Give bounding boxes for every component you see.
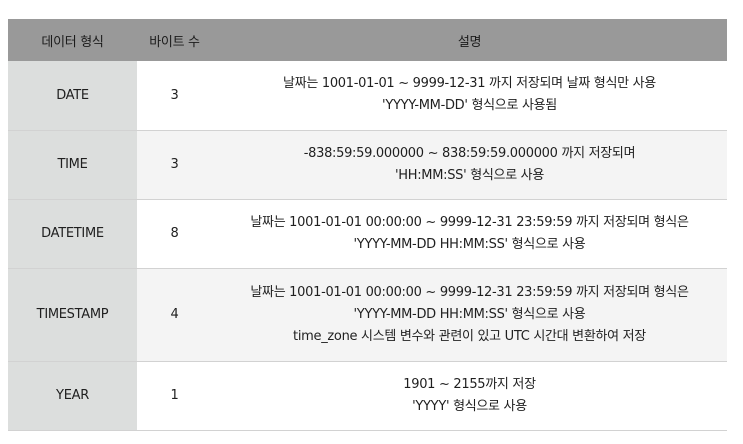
bytes-cell: 3	[137, 130, 212, 200]
table-header: 데이터 형식 바이트 수 설명	[8, 19, 727, 61]
header-description: 설명	[212, 19, 727, 61]
table-body: DATE 3 날짜는 1001-01-01 ~ 9999-12-31 까지 저장…	[8, 61, 727, 431]
table-row: DATE 3 날짜는 1001-01-01 ~ 9999-12-31 까지 저장…	[8, 61, 727, 131]
description-line: 날짜는 1001-01-01 00:00:00 ~ 9999-12-31 23:…	[250, 284, 689, 300]
description-line: 날짜는 1001-01-01 00:00:00 ~ 9999-12-31 23:…	[250, 214, 689, 230]
description-line: 'HH:MM:SS' 형식으로 사용	[394, 167, 545, 183]
bytes-cell: 8	[137, 199, 212, 269]
header-bytes: 바이트 수	[137, 19, 212, 61]
description-cell: 날짜는 1001-01-01 00:00:00 ~ 9999-12-31 23:…	[212, 199, 727, 269]
description-cell: 날짜는 1001-01-01 ~ 9999-12-31 까지 저장되며 날짜 형…	[212, 61, 727, 131]
description-line: 'YYYY-MM-DD' 형식으로 사용됨	[382, 98, 557, 114]
description-line: 'YYYY-MM-DD HH:MM:SS' 형식으로 사용	[353, 306, 586, 322]
description-line: 'YYYY' 형식으로 사용	[412, 398, 527, 414]
type-cell: TIMESTAMP	[8, 268, 137, 362]
table-row: DATETIME 8 날짜는 1001-01-01 00:00:00 ~ 999…	[8, 199, 727, 269]
table-row: TIME 3 -838:59:59.000000 ~ 838:59:59.000…	[8, 130, 727, 200]
description-cell: 날짜는 1001-01-01 00:00:00 ~ 9999-12-31 23:…	[212, 268, 727, 362]
type-cell: TIME	[8, 130, 137, 200]
bytes-cell: 3	[137, 61, 212, 131]
description-line: 1901 ~ 2155까지 저장	[403, 376, 536, 392]
table-row: TIMESTAMP 4 날짜는 1001-01-01 00:00:00 ~ 99…	[8, 268, 727, 362]
type-cell: DATE	[8, 61, 137, 131]
type-cell: DATETIME	[8, 199, 137, 269]
description-line: time_zone 시스템 변수와 관련이 있고 UTC 시간대 변환하여 저장	[293, 328, 646, 344]
bytes-cell: 4	[137, 268, 212, 362]
description-line: 'YYYY-MM-DD HH:MM:SS' 형식으로 사용	[353, 236, 586, 252]
table-row: YEAR 1 1901 ~ 2155까지 저장 'YYYY' 형식으로 사용	[8, 361, 727, 431]
description-cell: -838:59:59.000000 ~ 838:59:59.000000 까지 …	[212, 130, 727, 200]
description-line: 날짜는 1001-01-01 ~ 9999-12-31 까지 저장되며 날짜 형…	[283, 76, 656, 92]
date-time-types-table: 데이터 형식 바이트 수 설명 DATE 3 날짜는 1001-01-01 ~ …	[8, 19, 727, 431]
bytes-cell: 1	[137, 361, 212, 431]
header-row: 데이터 형식 바이트 수 설명	[8, 19, 727, 61]
data-type-table-wrapper: 데이터 형식 바이트 수 설명 DATE 3 날짜는 1001-01-01 ~ …	[8, 19, 727, 431]
description-cell: 1901 ~ 2155까지 저장 'YYYY' 형식으로 사용	[212, 361, 727, 431]
header-data-type: 데이터 형식	[8, 19, 137, 61]
description-line: -838:59:59.000000 ~ 838:59:59.000000 까지 …	[303, 145, 636, 161]
type-cell: YEAR	[8, 361, 137, 431]
